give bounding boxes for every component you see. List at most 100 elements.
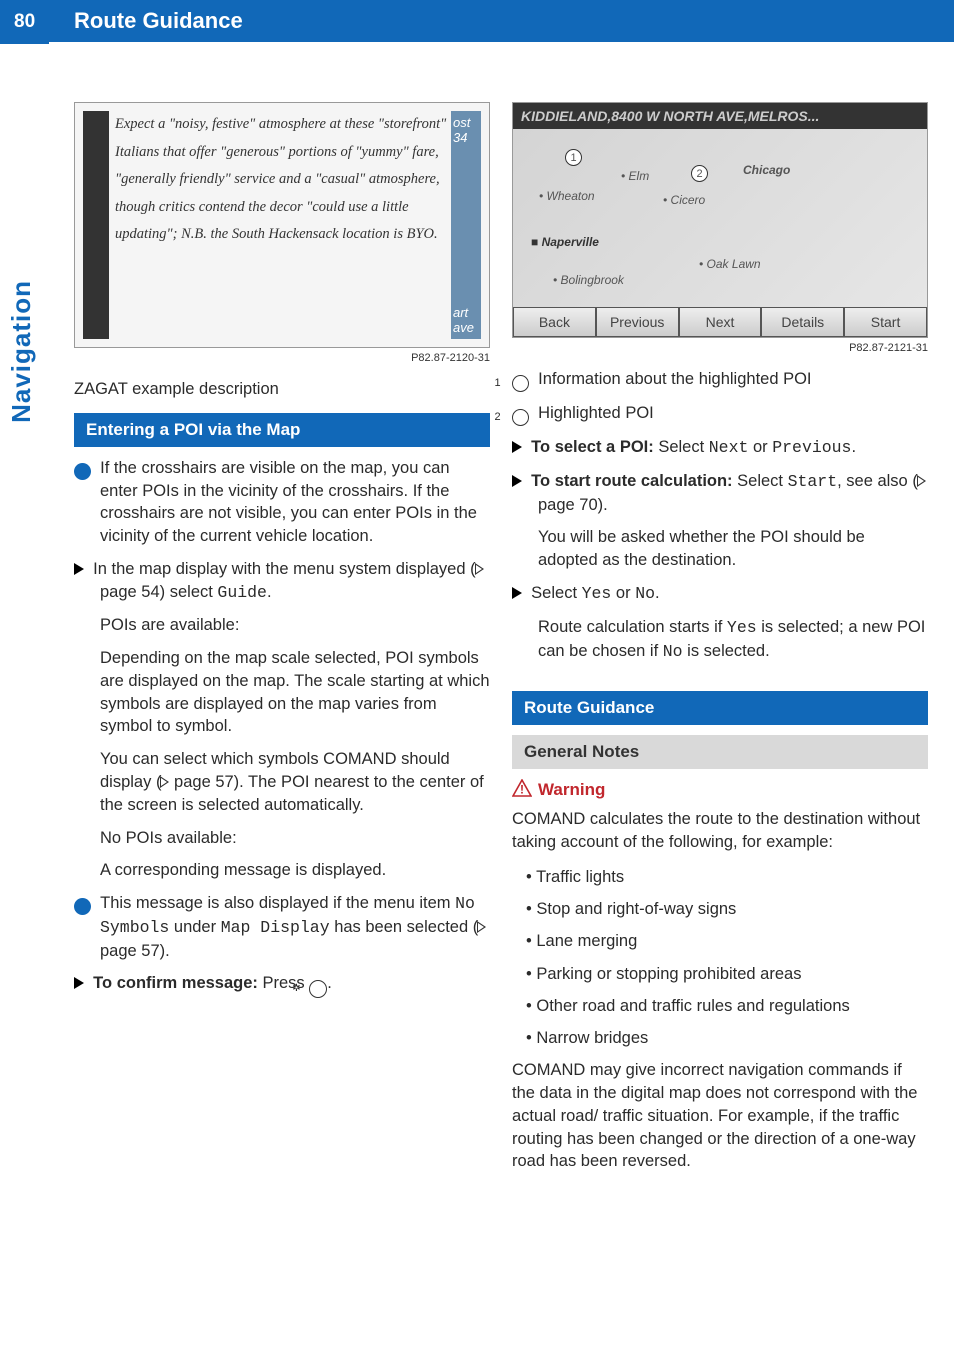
general-notes-title: General Notes — [512, 735, 928, 769]
map-next-button[interactable]: Next — [680, 308, 761, 336]
route-guidance-title: Route Guidance — [512, 691, 928, 725]
step-start-route: To start route calculation: Select Start… — [512, 470, 928, 517]
map-wheaton: • Wheaton — [539, 189, 595, 203]
ann1-text: Information about the highlighted POI — [538, 370, 811, 388]
st-p: page 70). — [538, 496, 608, 514]
zagat-r3: art — [453, 305, 479, 320]
step-yes-no: Select Yes or No. — [512, 582, 928, 606]
zagat-right-strip: ost34 artave — [451, 111, 481, 339]
map-code: P82.87-2121-31 — [512, 342, 928, 354]
zagat-caption: ZAGAT example description — [74, 378, 490, 401]
map-bolingbrook: • Bolingbrook — [553, 273, 624, 287]
warning-outro: COMAND may give incorrect navigation com… — [512, 1059, 928, 1173]
bullet-item: • Other road and traffic rules and regul… — [512, 995, 928, 1017]
ref-icon — [161, 777, 169, 787]
st-label: To start route calculation: — [531, 472, 732, 490]
zagat-left-strip — [83, 111, 109, 339]
bullet-item: • Narrow bridges — [512, 1027, 928, 1049]
chapter-title: Route Guidance — [0, 0, 954, 42]
side-tab: Navigation — [0, 270, 43, 433]
bullet-item: • Parking or stopping prohibited areas — [512, 963, 928, 985]
zagat-r4: ave — [453, 320, 479, 335]
step-map-display: In the map display with the menu system … — [74, 558, 490, 605]
right-column: KIDDIELAND,8400 W NORTH AVE,MELROS... 1 … — [512, 102, 928, 1185]
map-naperville: ■ Naperville — [531, 235, 599, 249]
yesno-para: Route calculation starts if Yes is selec… — [512, 616, 928, 664]
triangle-icon — [74, 977, 84, 989]
b3: Parking or stopping prohibited areas — [536, 965, 801, 983]
ynp-a: Route calculation starts if — [538, 618, 727, 636]
s1a: In the map display with the menu system … — [93, 560, 475, 578]
triangle-icon — [512, 441, 522, 453]
zagat-body: Expect a "noisy, festive" atmosphere at … — [115, 116, 446, 242]
ref-icon — [476, 564, 484, 574]
bullet-item: • Lane merging — [512, 930, 928, 952]
map-cicero: • Cicero — [663, 193, 705, 207]
step-select-poi: To select a POI: Select Next or Previous… — [512, 436, 928, 460]
start-para: You will be asked whether the POI should… — [512, 526, 928, 572]
annotation-1: 1 Information about the highlighted POI — [512, 368, 928, 392]
triangle-icon — [74, 563, 84, 575]
info-crosshairs: i If the crosshairs are visible on the m… — [74, 457, 490, 548]
ynp-no: No — [663, 642, 683, 661]
info-no-symbols: i This message is also displayed if the … — [74, 892, 490, 962]
zagat-r2: 34 — [453, 130, 479, 145]
circ-1-icon: 1 — [512, 375, 529, 392]
ref-icon — [478, 922, 486, 932]
map-area: 1 2 • Elm Chicago • Wheaton • Cicero ■ N… — [513, 129, 927, 307]
map-button-row: Back Previous Next Details Start — [513, 307, 927, 337]
annotation-2: 2 Highlighted POI — [512, 402, 928, 426]
info-icon: i — [74, 463, 91, 480]
b2: Lane merging — [536, 932, 637, 950]
i2p: page 57). — [100, 942, 170, 960]
confirm-act: Press — [258, 974, 309, 992]
zagat-code: P82.87-2120-31 — [74, 352, 490, 364]
s1p: page 54) select — [100, 583, 217, 601]
b5: Narrow bridges — [536, 1029, 648, 1047]
s1b: . — [267, 583, 272, 601]
ann2-text: Highlighted POI — [538, 404, 654, 422]
para-scale: Depending on the map scale selected, POI… — [74, 647, 490, 738]
warning-header: ! Warning — [512, 779, 928, 800]
triangle-icon — [512, 475, 522, 487]
pois-available: POIs are available: — [74, 614, 490, 637]
svg-text:!: ! — [520, 783, 524, 797]
no-pois: No POIs available: — [74, 827, 490, 850]
map-title: KIDDIELAND,8400 W NORTH AVE,MELROS... — [513, 103, 927, 129]
yn-no: No — [635, 584, 655, 603]
zagat-description: Expect a "noisy, festive" atmosphere at … — [115, 111, 451, 339]
ynp-yes: Yes — [727, 618, 757, 637]
b1: Stop and right-of-way signs — [536, 900, 736, 918]
map-details-button[interactable]: Details — [762, 308, 843, 336]
info1-text: If the crosshairs are visible on the map… — [100, 459, 477, 545]
warning-intro: COMAND calculates the route to the desti… — [512, 808, 928, 854]
step-confirm: To confirm message: Press ✲. — [74, 972, 490, 998]
ref-icon — [918, 476, 926, 486]
map-back-button[interactable]: Back — [514, 308, 595, 336]
i2b: has been selected ( — [330, 918, 479, 936]
ynp-c: is selected. — [683, 642, 770, 660]
map-previous-button[interactable]: Previous — [597, 308, 678, 336]
zagat-r1: ost — [453, 115, 479, 130]
yn-or: or — [611, 584, 635, 602]
map-chicago: Chicago — [743, 163, 790, 177]
side-tab-label: Navigation — [0, 270, 43, 433]
map-start-button[interactable]: Start — [845, 308, 926, 336]
s1m: Guide — [217, 583, 267, 602]
map-oaklawn: • Oak Lawn — [699, 257, 761, 271]
controller-press-icon: ✲ — [309, 980, 327, 998]
page-number: 80 — [0, 0, 49, 44]
bullet-item: • Traffic lights — [512, 866, 928, 888]
sp-label: To select a POI: — [531, 438, 654, 456]
b0: Traffic lights — [536, 868, 624, 886]
msg-displayed: A corresponding message is displayed. — [74, 859, 490, 882]
st-t: Select — [733, 472, 788, 490]
info-icon: i — [74, 898, 91, 915]
yn-yes: Yes — [582, 584, 612, 603]
sp-t: Select — [654, 438, 709, 456]
i2a: This message is also displayed if the me… — [100, 894, 455, 912]
warning-triangle-icon: ! — [512, 779, 532, 797]
triangle-icon — [512, 587, 522, 599]
st-a: , see also ( — [837, 472, 918, 490]
annotation-1-icon: 1 — [565, 149, 582, 166]
